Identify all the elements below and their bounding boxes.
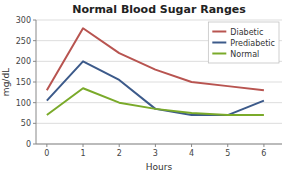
y-axis-label: mg/dL <box>1 68 11 96</box>
legend-label: Normal <box>230 50 259 59</box>
x-tick-label: 3 <box>153 149 158 158</box>
grid-line <box>36 102 282 103</box>
x-tick-label: 5 <box>225 149 230 158</box>
x-tick-label: 1 <box>80 149 85 158</box>
legend-swatch <box>212 31 226 33</box>
y-tick-label: 200 <box>16 57 31 66</box>
grid-line <box>36 144 282 145</box>
y-tick-label: 300 <box>16 16 31 25</box>
grid-line <box>36 82 282 83</box>
series-line <box>47 88 264 115</box>
x-tick-label: 6 <box>261 149 266 158</box>
legend-swatch <box>212 53 226 55</box>
y-tick-label: 0 <box>26 140 31 149</box>
title: Normal Blood Sugar Ranges <box>72 3 246 16</box>
y-tick-label: 100 <box>16 99 31 108</box>
legend-box <box>208 22 279 63</box>
grid-line <box>36 20 282 21</box>
chart: Normal Blood Sugar Ranges050100150200250… <box>0 0 290 174</box>
y-tick-label: 50 <box>21 119 31 128</box>
x-tick-label: 4 <box>189 149 194 158</box>
axes: 0 50 100 150 200 250 300 0 1 2 3 4 5 6 <box>16 16 282 158</box>
y-tick-label: 250 <box>16 37 31 46</box>
legend: Diabetic Prediabetic Normal <box>208 22 279 63</box>
legend-label: Prediabetic <box>230 39 275 48</box>
y-tick-label: 150 <box>16 78 31 87</box>
legend-swatch <box>212 42 226 44</box>
x-axis-line <box>36 144 282 145</box>
x-tick-label: 0 <box>44 149 49 158</box>
legend-label: Diabetic <box>230 28 263 37</box>
series-line <box>47 61 264 115</box>
x-axis-label: Hours <box>146 162 173 172</box>
y-axis-line <box>36 20 37 144</box>
grid-line <box>36 123 282 124</box>
x-tick-label: 2 <box>117 149 122 158</box>
background <box>0 0 290 174</box>
